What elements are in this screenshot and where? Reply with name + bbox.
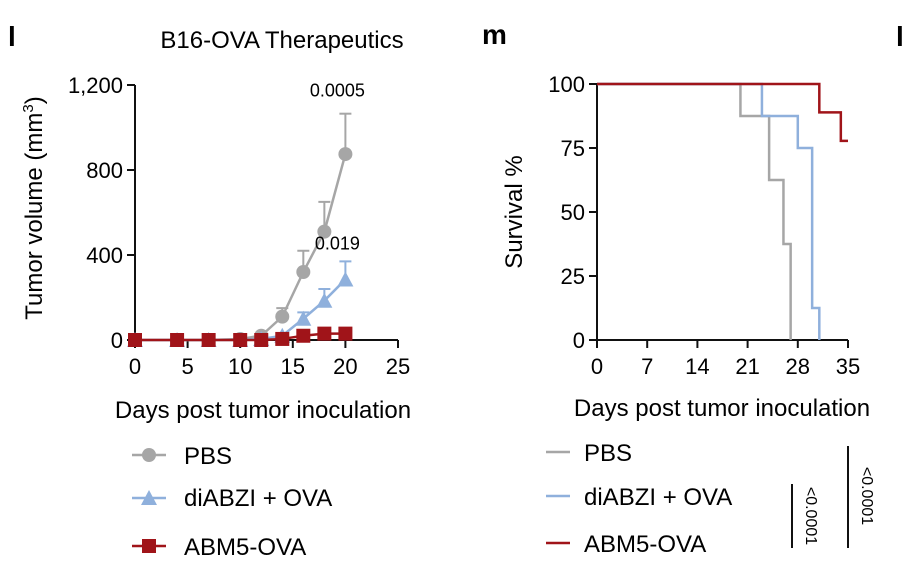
point-pbs	[275, 309, 290, 324]
panel-letter-l: l	[8, 21, 16, 52]
point-abm5-ova	[201, 333, 216, 347]
point-diabzi-ova	[295, 310, 312, 326]
tumor-x-tick-label: 20	[333, 354, 357, 379]
legend-marker-square	[142, 539, 156, 553]
point-abm5-ova	[254, 333, 269, 347]
point-diabzi-ova	[337, 271, 354, 287]
survival-curve-pbs	[597, 82, 792, 340]
point-pbs	[296, 265, 311, 279]
line-diabzi-ova	[135, 278, 347, 342]
survival-x-tick-label: 0	[591, 354, 603, 379]
tumor-pvalue-annotation: 0.0005	[310, 81, 365, 101]
survival-curve-abm5-ova	[597, 82, 848, 143]
tumor-pvalue-annotation: 0.019	[315, 234, 360, 254]
survival-x-tick-label: 28	[786, 354, 810, 379]
series-pbs	[128, 112, 353, 347]
tumor-x-axis-label: Days post tumor inoculation	[115, 397, 411, 424]
survival-y-tick-label: 100	[548, 72, 585, 97]
survival-y-tick-label: 0	[573, 328, 585, 353]
point-diabzi-ova	[316, 292, 333, 308]
legend-label-abm5: ABM5-OVA	[184, 534, 306, 561]
survival-curve-diabzi-ova	[597, 82, 821, 340]
point-abm5-ova	[296, 328, 311, 343]
survival-y-axis-label: Survival %	[501, 155, 528, 268]
tumor-chart-title: B16-OVA Therapeutics	[160, 27, 403, 54]
tumor-x-tick-label: 10	[228, 354, 252, 379]
survival-x-tick-label: 35	[836, 354, 860, 379]
legend-marker-triangle	[141, 490, 157, 505]
point-abm5-ova	[128, 333, 142, 347]
point-abm5-ova	[338, 326, 353, 341]
survival-x-tick-label: 21	[735, 354, 759, 379]
survival-legend-item-pbs: PBS	[546, 440, 632, 467]
tumor-y-tick-label: 800	[86, 158, 123, 183]
legend-item-pbs: PBS	[132, 443, 232, 470]
tumor-volume-chart: B16-OVA Therapeutics Tumor volume (mm3) …	[20, 27, 411, 424]
panel-letter-edge: l	[896, 21, 904, 52]
survival-legend-item-diabzi: diABZI + OVA	[546, 484, 732, 511]
survival-y-tick-label: 25	[561, 264, 585, 289]
tumor-x-tick-label: 0	[129, 354, 141, 379]
legend-label-pbs: PBS	[184, 443, 232, 470]
line-pbs	[135, 153, 347, 342]
tumor-legend: PBS diABZI + OVA ABM5-OVA	[132, 443, 332, 561]
survival-x-axis-label: Days post tumor inoculation	[574, 395, 870, 422]
survival-chart: Survival % Days post tumor inoculation 0…	[501, 72, 870, 422]
pvalue-outer: <0.0001	[858, 467, 875, 525]
survival-legend-item-abm5: ABM5-OVA	[546, 531, 706, 558]
survival-x-tick-label: 7	[641, 354, 653, 379]
survival-legend: PBS diABZI + OVA ABM5-OVA <0.0001 <0.000…	[546, 440, 875, 558]
survival-x-tick-label: 14	[685, 354, 709, 379]
legend-label-diabzi: diABZI + OVA	[184, 485, 332, 512]
tumor-y-tick-label: 400	[86, 243, 123, 268]
tumor-y-tick-label: 0	[111, 328, 123, 353]
tumor-y-axis-label: Tumor volume (mm3)	[20, 96, 48, 319]
survival-legend-label-abm5: ABM5-OVA	[584, 531, 706, 558]
panel-letter-m: m	[482, 19, 507, 50]
point-abm5-ova	[233, 333, 248, 347]
point-abm5-ova	[317, 326, 332, 341]
legend-item-abm5: ABM5-OVA	[132, 534, 306, 561]
survival-y-tick-label: 75	[561, 136, 585, 161]
point-abm5-ova	[170, 333, 185, 347]
pvalue-inner: <0.0001	[802, 487, 819, 545]
tumor-y-tick-label: 1,200	[68, 73, 123, 98]
survival-legend-label-diabzi: diABZI + OVA	[584, 484, 732, 511]
tumor-x-tick-label: 25	[386, 354, 410, 379]
point-pbs	[317, 224, 332, 239]
point-pbs	[338, 147, 353, 162]
survival-legend-label-pbs: PBS	[584, 440, 632, 467]
legend-item-diabzi: diABZI + OVA	[132, 485, 332, 512]
point-abm5-ova	[275, 331, 290, 346]
tumor-x-tick-label: 5	[181, 354, 193, 379]
survival-y-tick-label: 50	[561, 200, 585, 225]
tumor-x-tick-label: 15	[281, 354, 305, 379]
legend-marker-circle	[142, 448, 156, 462]
series-abm5-ova	[128, 326, 353, 347]
